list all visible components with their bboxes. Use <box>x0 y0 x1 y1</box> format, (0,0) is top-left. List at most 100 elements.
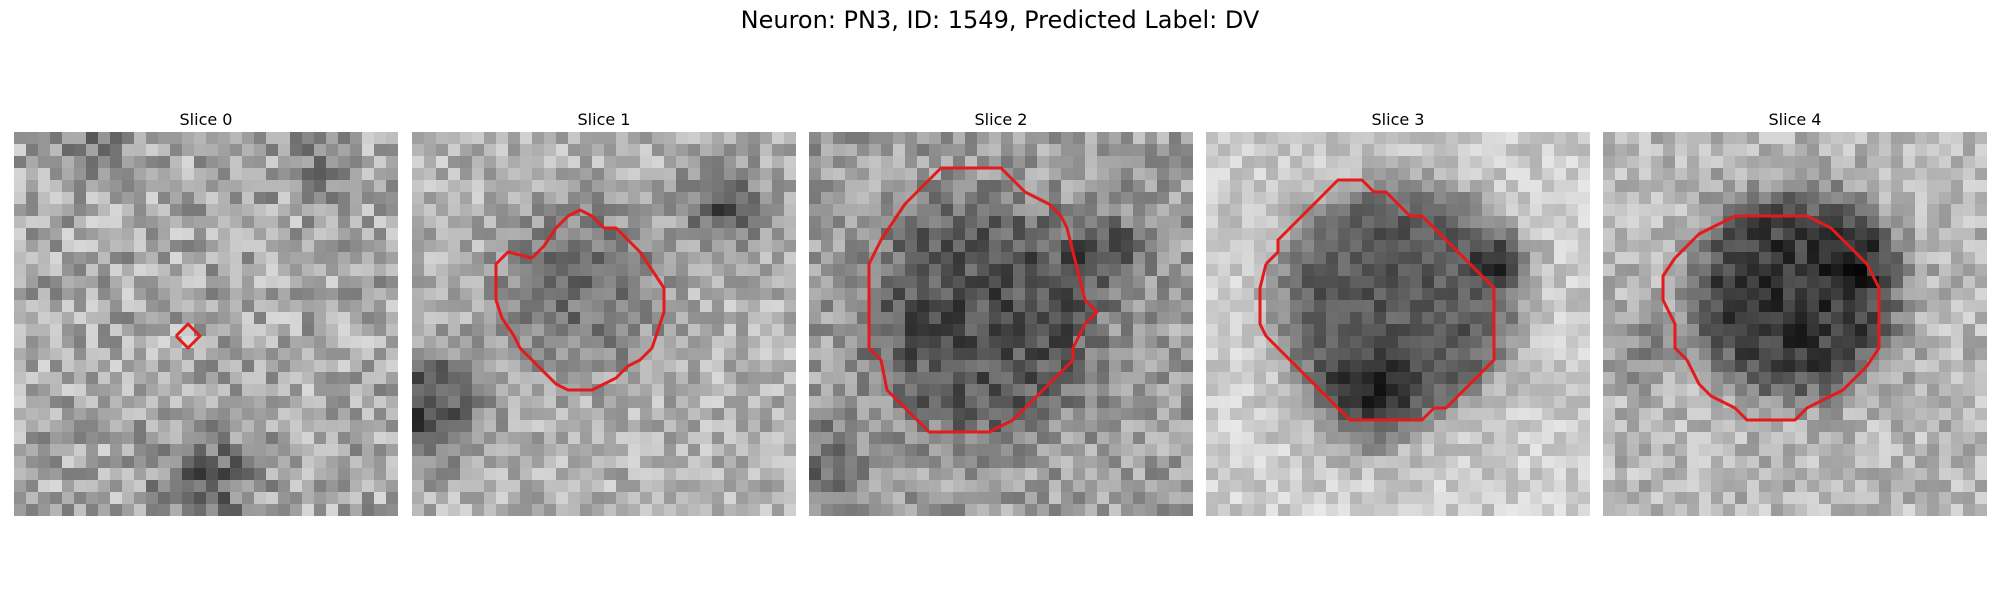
pixel-cell <box>1109 432 1122 445</box>
pixel-cell <box>1061 264 1074 277</box>
pixel-cell <box>350 228 363 241</box>
pixel-cell <box>14 504 27 516</box>
pixel-cell <box>218 348 231 361</box>
pixel-cell <box>1061 192 1074 205</box>
pixel-cell <box>1735 240 1748 253</box>
pixel-cell <box>206 228 219 241</box>
pixel-cell <box>1494 156 1507 169</box>
pixel-cell <box>1554 276 1567 289</box>
pixel-cell <box>821 144 834 157</box>
pixel-cell <box>857 228 870 241</box>
pixel-cell <box>242 132 255 145</box>
pixel-cell <box>1651 360 1664 373</box>
pixel-cell <box>1651 168 1664 181</box>
pixel-cell <box>821 324 834 337</box>
pixel-cell <box>460 408 473 421</box>
pixel-cell <box>1699 216 1712 229</box>
pixel-cell <box>26 156 39 169</box>
pixel-cell <box>314 264 327 277</box>
pixel-cell <box>62 240 75 253</box>
pixel-cell <box>326 156 339 169</box>
pixel-cell <box>809 144 822 157</box>
pixel-cell <box>134 336 147 349</box>
pixel-cell <box>1206 432 1219 445</box>
pixel-cell <box>604 228 617 241</box>
pixel-cell <box>1061 312 1074 325</box>
pixel-cell <box>1446 300 1459 313</box>
pixel-cell <box>1735 336 1748 349</box>
pixel-cell <box>1651 408 1664 421</box>
pixel-cell <box>881 336 894 349</box>
pixel-cell <box>1145 216 1158 229</box>
pixel-cell <box>1097 312 1110 325</box>
pixel-cell <box>1939 252 1952 265</box>
pixel-cell <box>362 444 375 457</box>
pixel-cell <box>302 468 315 481</box>
pixel-cell <box>1362 468 1375 481</box>
pixel-cell <box>74 132 87 145</box>
pixel-cell <box>1819 168 1832 181</box>
pixel-cell <box>1578 444 1590 457</box>
pixel-cell <box>1314 132 1327 145</box>
pixel-cell <box>640 204 653 217</box>
pixel-cell <box>1037 504 1050 516</box>
pixel-cell <box>1133 492 1146 505</box>
pixel-cell <box>338 300 351 313</box>
pixel-cell <box>436 324 449 337</box>
pixel-cell <box>484 384 497 397</box>
pixel-cell <box>772 432 785 445</box>
pixel-cell <box>1506 384 1519 397</box>
pixel-cell <box>556 348 569 361</box>
pixel-cell <box>772 216 785 229</box>
pixel-cell <box>1181 252 1193 265</box>
pixel-cell <box>362 192 375 205</box>
pixel-cell <box>760 492 773 505</box>
pixel-cell <box>1326 132 1339 145</box>
pixel-cell <box>386 168 398 181</box>
pixel-cell <box>1542 468 1555 481</box>
pixel-cell <box>1723 372 1736 385</box>
pixel-cell <box>1891 312 1904 325</box>
pixel-cell <box>1915 396 1928 409</box>
pixel-cell <box>941 204 954 217</box>
pixel-cell <box>424 204 437 217</box>
pixel-cell <box>1651 420 1664 433</box>
pixel-cell <box>448 144 461 157</box>
pixel-cell <box>821 456 834 469</box>
pixel-cell <box>833 180 846 193</box>
pixel-cell <box>869 468 882 481</box>
pixel-cell <box>1049 396 1062 409</box>
pixel-cell <box>1434 336 1447 349</box>
pixel-cell <box>1843 144 1856 157</box>
pixel-cell <box>1927 300 1940 313</box>
pixel-cell <box>1157 420 1170 433</box>
pixel-cell <box>1410 444 1423 457</box>
pixel-cell <box>664 132 677 145</box>
pixel-cell <box>616 408 629 421</box>
pixel-cell <box>1735 360 1748 373</box>
pixel-cell <box>1927 360 1940 373</box>
pixel-cell <box>98 444 111 457</box>
pixel-cell <box>1759 408 1772 421</box>
pixel-cell <box>1061 456 1074 469</box>
pixel-cell <box>134 168 147 181</box>
pixel-cell <box>580 168 593 181</box>
pixel-cell <box>1206 300 1219 313</box>
pixel-cell <box>941 288 954 301</box>
pixel-cell <box>266 216 279 229</box>
pixel-cell <box>1374 132 1387 145</box>
pixel-cell <box>917 468 930 481</box>
pixel-cell <box>1254 456 1267 469</box>
pixel-cell <box>821 276 834 289</box>
pixel-cell <box>1386 372 1399 385</box>
pixel-cell <box>1446 156 1459 169</box>
pixel-cell <box>484 468 497 481</box>
pixel-cell <box>1603 420 1616 433</box>
pixel-cell <box>1133 132 1146 145</box>
pixel-cell <box>760 348 773 361</box>
pixel-cell <box>1266 180 1279 193</box>
pixel-cell <box>158 360 171 373</box>
pixel-cell <box>314 492 327 505</box>
pixel-cell <box>26 336 39 349</box>
pixel-cell <box>652 444 665 457</box>
